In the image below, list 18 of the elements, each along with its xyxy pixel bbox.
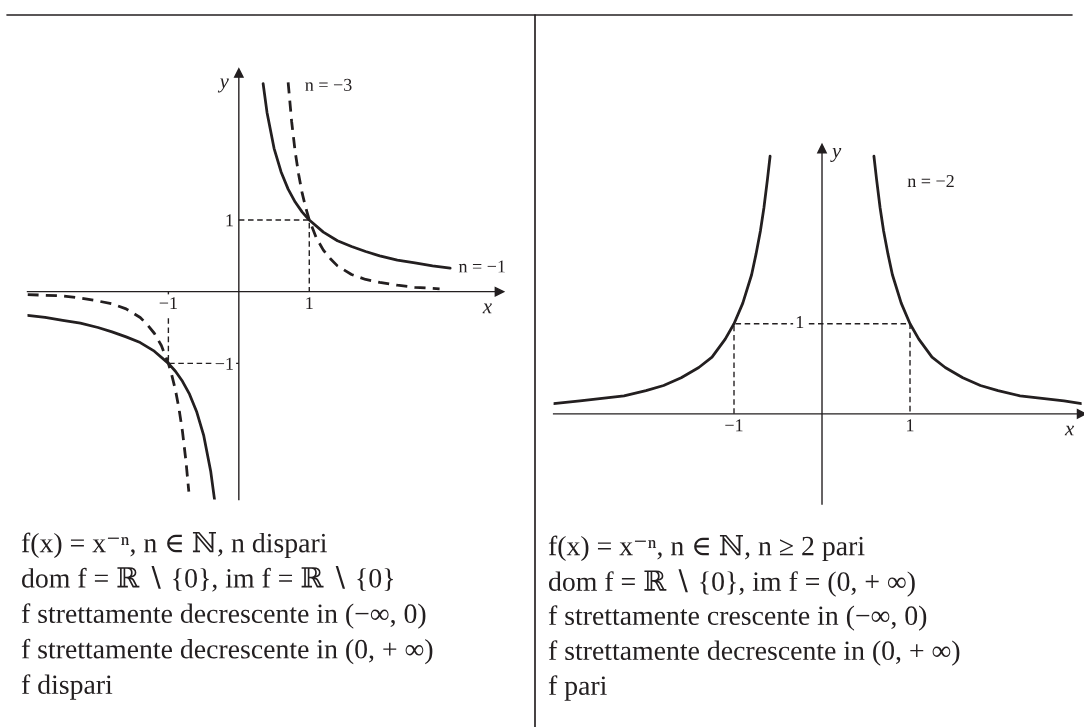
annotation: 1 [796,316,804,329]
text: f strettamente crescente in (−∞, 0) [548,605,927,631]
series-label: n = −2 [907,175,954,187]
text: f dispari [21,674,113,700]
text: dom f = ℝ ∖ {0}, im f = (0, + ∞) [549,569,915,597]
y-axis-title: y [830,147,842,162]
x-axis-title: x [1064,425,1075,436]
text: f pari [548,675,607,701]
series-label: n = −3 [305,78,352,91]
text: dom f = ℝ ∖ {0}, im f = ℝ ∖ {0} [22,566,393,592]
x-axis-title: x [482,303,492,314]
y-axis-title: y [217,78,229,93]
text: f(x) = x⁻ⁿ, n ∈ ℕ, n dispari [21,531,327,559]
text: f strettamente decrescente in (−∞, 0) [21,603,426,629]
text: f(x) = x⁻ⁿ, n ∈ ℕ, n ≥ 2 pari [548,534,865,562]
series-label: n = −1 [458,260,505,273]
text: f strettamente decrescente in (0, + ∞) [21,638,433,665]
text: f strettamente decrescente in (0, + ∞) [548,640,960,666]
